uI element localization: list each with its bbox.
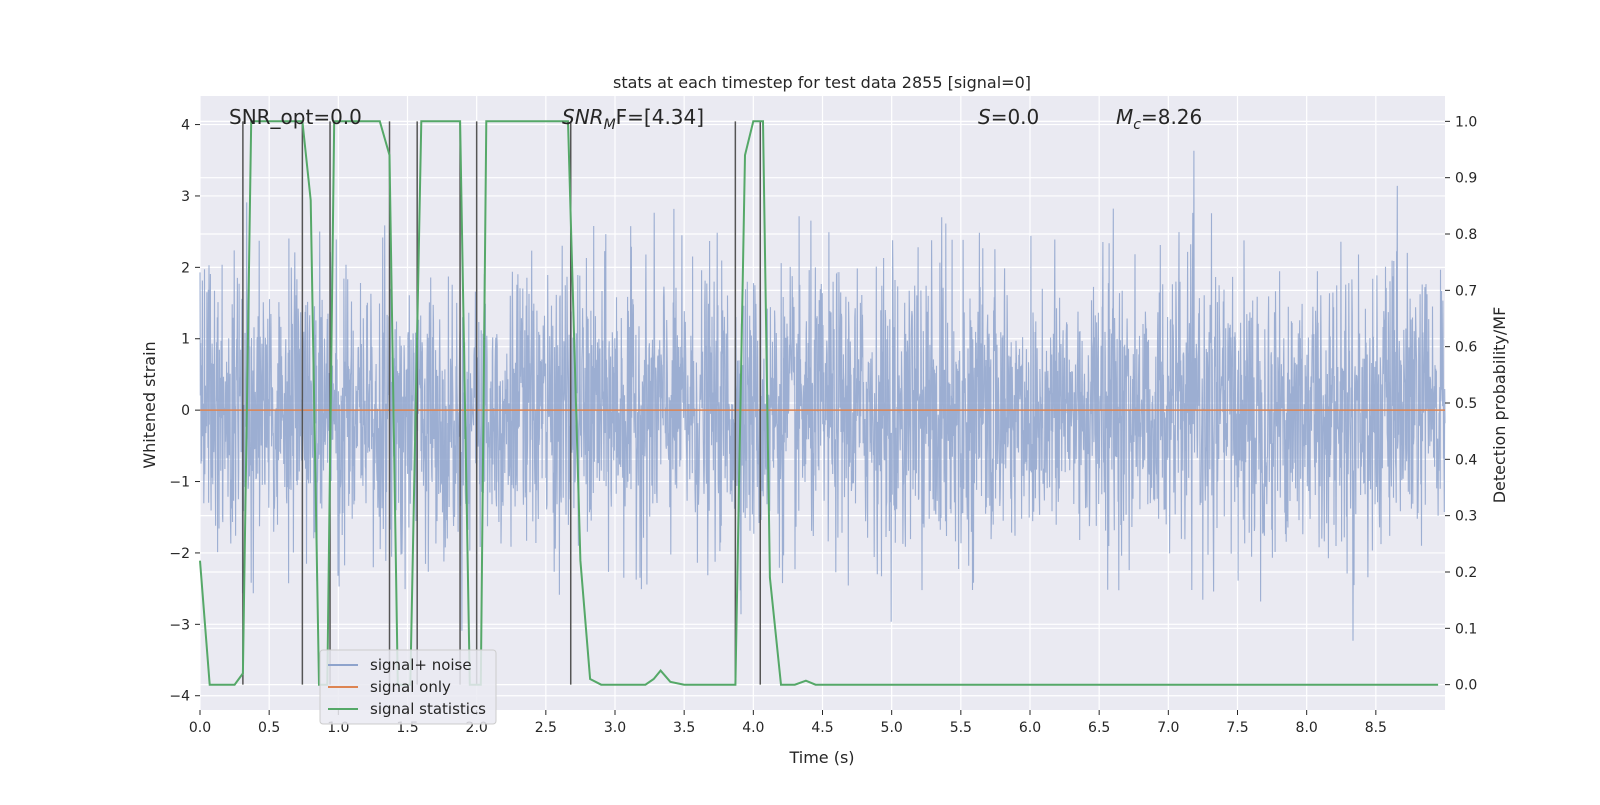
x-tick-label: 0.0 [189,720,211,736]
x-tick-label: 0.5 [258,720,280,736]
x-tick-label: 4.0 [742,720,764,736]
y-right-tick-label: 1.0 [1455,114,1477,130]
vertical-markers [242,121,761,685]
mc-value: =8.26 [1141,105,1202,129]
legend-label-signal-only: signal only [370,678,451,696]
y-left-tick-label: 4 [181,118,190,134]
y-left-tick-label: −2 [169,546,190,562]
y-right-tick-label: 0.2 [1455,565,1477,581]
legend-label-statistics: signal statistics [370,700,486,718]
y-right-tick-label: 0.1 [1455,621,1477,637]
y-right-tick-label: 0.0 [1455,678,1477,694]
y-left-tick-label: 3 [181,189,190,205]
signal-statistics-series [199,120,1439,686]
snr-mf-base: SNR [562,105,604,129]
snr-mf-annotation: SNRMF=[4.34] [562,105,704,133]
x-tick-label: 6.5 [1088,720,1110,736]
x-tick-label: 5.5 [950,720,972,736]
legend-box [319,649,497,725]
y-left-tick-label: 0 [181,403,190,419]
signal-statistics-line [199,120,1439,686]
y-right-tick-label: 0.4 [1455,452,1477,468]
snr-opt-annotation: SNR_opt=0.0 [229,105,362,129]
legend-label-noise: signal+ noise [370,656,472,674]
mc-symbol: M [1116,105,1133,129]
x-tick-label: 7.5 [1226,720,1248,736]
legend: signal+ noise signal only signal statist… [319,649,497,725]
y-axis-right-label: Detection probability/MF [1490,307,1509,504]
signal-noise-series [199,150,1446,641]
x-axis-label: Time (s) [788,748,854,767]
y-left-tick-label: −3 [169,617,190,633]
s-symbol: S [978,105,991,129]
y-left-tick-label: 1 [181,332,190,348]
y-left-tick-label: −4 [169,689,190,705]
y-right-tick-label: 0.6 [1455,340,1477,356]
chart-title: stats at each timestep for test data 285… [613,73,1031,92]
y-right-tick-label: 0.7 [1455,283,1477,299]
snr-mf-rest: F=[4.34] [616,105,704,129]
x-tick-label: 3.0 [604,720,626,736]
x-tick-label: 6.0 [1019,720,1041,736]
y-left-tick-label: −1 [169,475,190,491]
snr-mf-sub: M [604,117,616,133]
y-axis-left-label: Whitened strain [140,341,159,468]
y-axis-left-ticks: −4 −3 −2 −1 0 1 2 3 4 [169,118,200,705]
y-axis-right-ticks: 0.0 0.1 0.2 0.3 0.4 0.5 0.6 0.7 0.8 0.9 1.0 [1445,114,1477,694]
x-tick-label: 5.0 [881,720,903,736]
x-tick-label: 8.0 [1296,720,1318,736]
x-tick-label: 8.5 [1365,720,1387,736]
x-tick-label: 3.5 [673,720,695,736]
mc-annotation: Mc=8.26 [1116,105,1202,133]
x-tick-label: 4.5 [811,720,833,736]
y-left-tick-label: 2 [181,260,190,276]
y-right-tick-label: 0.9 [1455,171,1477,187]
signal-noise-line [199,150,1446,641]
s-annotation: S=0.0 [978,105,1039,129]
x-tick-label: 2.5 [535,720,557,736]
mc-sub: c [1133,117,1141,133]
y-right-tick-label: 0.5 [1455,396,1477,412]
x-tick-label: 7.0 [1157,720,1179,736]
y-right-tick-label: 0.8 [1455,227,1477,243]
y-right-tick-label: 0.3 [1455,509,1477,525]
s-value: =0.0 [991,105,1040,129]
